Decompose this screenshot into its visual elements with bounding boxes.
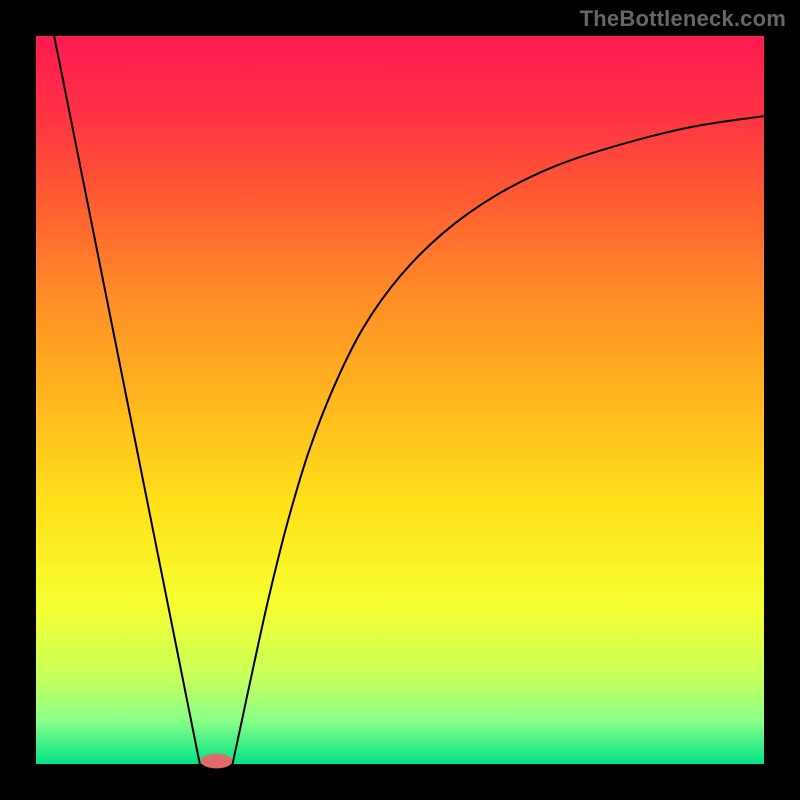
bottleneck-marker [201, 754, 233, 769]
bottleneck-chart [0, 0, 800, 800]
chart-container: TheBottleneck.com [0, 0, 800, 800]
plot-background [36, 36, 764, 764]
